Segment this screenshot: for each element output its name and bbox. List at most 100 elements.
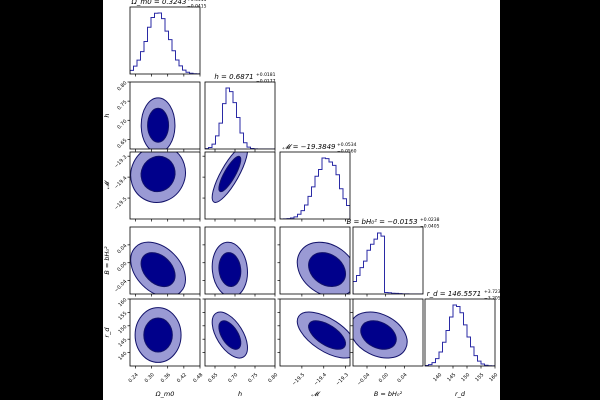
contour-68-Om-M (140, 155, 176, 193)
err-up-rd: +3.7238 (484, 289, 500, 295)
xtick-label-Om-2: 0.36 (160, 372, 172, 384)
contours-h-rd (211, 311, 248, 359)
ytick-label-h-0: 0.65 (116, 138, 128, 150)
panel-frame-4-1 (204, 298, 276, 367)
ytick-label-B-1: 0.00 (116, 261, 128, 273)
contours-Om-rd (134, 307, 182, 363)
xtick-label-rd-2: 150 (460, 372, 471, 383)
histogram-M (280, 157, 350, 219)
xtick-label-h-3: 0.80 (267, 372, 279, 384)
xlabel-M: 𝓜 (311, 390, 321, 398)
xtick-label-Om-1: 0.30 (144, 372, 156, 384)
contour-68-h-M (218, 155, 242, 193)
contours-h-M (211, 152, 248, 203)
ytick-label-h-1: 0.70 (116, 119, 128, 131)
histogram-Om (130, 12, 200, 74)
xlabel-B: B = bH₀² (374, 390, 403, 398)
panel-frame-2-2 (279, 151, 351, 220)
title-M: 𝓜 = −19.3849 (283, 143, 337, 151)
contours-Om-h (140, 97, 176, 149)
contour-68-M-B (308, 252, 347, 288)
panel-frame-3-2 (279, 226, 351, 295)
ytick-label-M-2: −19.3 (113, 154, 128, 169)
ytick-label-h-3: 0.80 (116, 80, 128, 92)
err-up-Om: +0.0415 (187, 0, 207, 3)
xtick-label-B-0: −0.04 (356, 372, 371, 387)
ylabel-M: 𝓜 (103, 179, 111, 189)
contour-68-B-rd (360, 320, 397, 350)
err-up-M: +0.0534 (337, 142, 357, 148)
ylabel-B: B = bH₀² (103, 246, 111, 275)
panel-frame-4-4 (424, 298, 496, 367)
ylabel-rd: r_d (103, 327, 111, 338)
ylabel-h: h (103, 113, 111, 117)
contours-Om-B (130, 241, 186, 294)
panel-frame-2-0 (129, 151, 201, 220)
contours-Om-M (130, 152, 186, 203)
title-rd: r_d = 146.5571 (427, 290, 482, 298)
ytick-label-M-0: −19.5 (113, 196, 128, 211)
xtick-label-rd-3: 155 (474, 372, 485, 383)
ytick-label-M-1: −19.4 (113, 175, 128, 190)
panel-bg-1-1 (205, 82, 275, 149)
title-h: h = 0.6871 (214, 73, 253, 81)
ytick-label-rd-0: 140 (117, 351, 128, 362)
panel-bg-3-3 (353, 227, 423, 294)
err-up-B: +0.0238 (420, 217, 440, 223)
contour-68-h-B (218, 252, 242, 288)
xtick-label-h-2: 0.75 (247, 372, 259, 384)
ytick-label-rd-2: 150 (117, 324, 128, 335)
xtick-label-Om-3: 0.42 (176, 372, 188, 384)
title-B: B = bH₀² = −0.0153 (346, 218, 417, 226)
contours-M-rd (296, 311, 350, 359)
contour-68-Om-h (147, 107, 170, 143)
corner-plot: Ω_m0 = 0.3243 +0.0415 −0.0415 0.65 0.70 0.75 0… (103, 0, 500, 400)
ytick-label-B-0: −0.04 (113, 279, 128, 294)
title-Om: Ω_m0 = 0.3243 (131, 0, 187, 6)
contours-B-rd (353, 311, 408, 359)
xtick-label-B-2: 0.04 (396, 372, 408, 384)
xlabel-rd: r_d (455, 390, 466, 398)
xtick-label-rd-4: 160 (488, 372, 499, 383)
xtick-label-Om-4: 0.48 (192, 372, 204, 384)
err-dn-Om: −0.0415 (187, 4, 207, 10)
panel-bg-0-0 (130, 7, 200, 74)
xlabel-Om: Ω_m0 (155, 390, 175, 398)
xtick-label-h-1: 0.70 (227, 372, 239, 384)
xtick-label-B-1: 0.00 (378, 372, 390, 384)
err-dn-h: −0.0177 (256, 79, 276, 85)
xtick-label-h-0: 0.65 (207, 372, 219, 384)
ytick-label-rd-3: 155 (117, 311, 128, 322)
ytick-label-B-2: 0.04 (116, 243, 128, 255)
panel-frame-3-0 (129, 226, 201, 295)
xtick-label-rd-1: 145 (446, 372, 457, 383)
xtick-label-M-0: −19.5 (291, 372, 306, 387)
xtick-label-M-1: −19.4 (313, 372, 328, 387)
err-dn-M: −0.0560 (337, 149, 357, 155)
contour-68-Om-rd (143, 317, 173, 353)
err-dn-rd: −3.2059 (484, 296, 500, 302)
xtick-label-M-2: −19.3 (335, 372, 350, 387)
err-dn-B: −0.0405 (420, 224, 440, 230)
xtick-label-Om-0: 0.24 (128, 372, 140, 384)
panel-frame-2-1 (204, 151, 276, 220)
contour-68-h-rd (218, 320, 242, 350)
xtick-label-rd-0: 140 (432, 372, 443, 383)
panel-frame-1-1 (204, 81, 276, 150)
contours-M-B (296, 241, 350, 294)
contour-68-Om-B (140, 252, 176, 288)
contour-68-M-rd (308, 320, 347, 350)
contours-h-B (211, 241, 248, 294)
corner-plot-svg: Ω_m0 = 0.3243 +0.0415−0.0415 0.65 0.70 0.75 0… (103, 0, 500, 398)
panel-frame-3-3 (352, 226, 424, 295)
panel-frame-3-1 (204, 226, 276, 295)
panel-frame-4-2 (279, 298, 351, 367)
panel-frame-4-3 (352, 298, 424, 367)
panel-frame-4-0 (129, 298, 201, 367)
ytick-label-rd-4: 160 (117, 297, 128, 308)
ytick-label-rd-1: 145 (117, 337, 128, 348)
err-up-h: +0.0181 (256, 72, 276, 78)
xlabel-h: h (238, 390, 242, 398)
panel-frame-0-0 (129, 6, 201, 75)
ytick-label-h-2: 0.75 (116, 99, 128, 111)
